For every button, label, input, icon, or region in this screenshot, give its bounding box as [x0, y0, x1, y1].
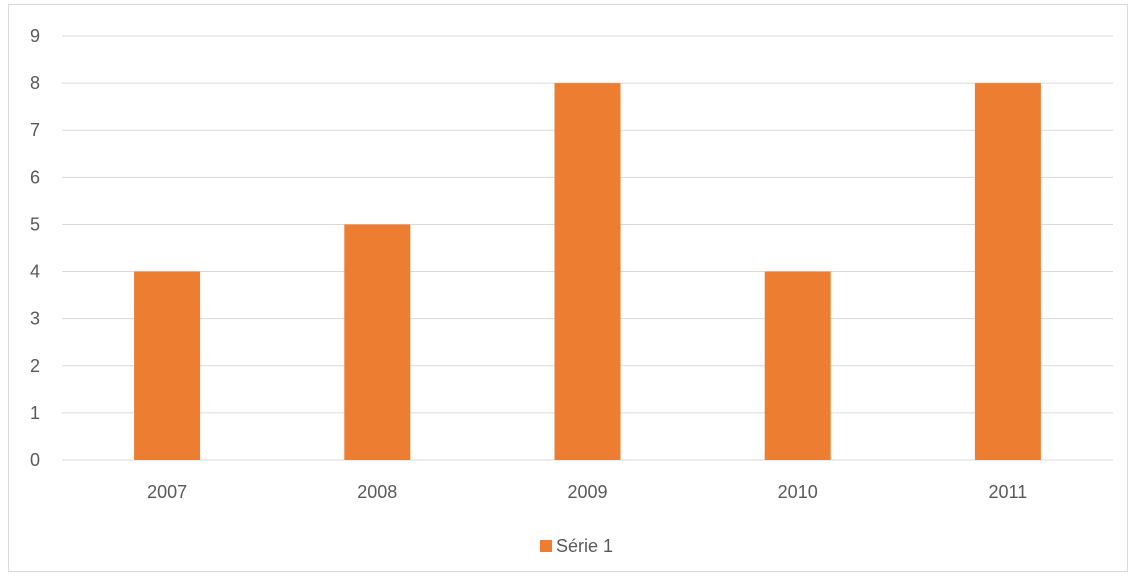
- bar-2008: [344, 224, 411, 460]
- y-tick-label: 0: [30, 450, 40, 470]
- y-tick-label: 1: [30, 403, 40, 423]
- legend-label-serie-1: Série 1: [556, 536, 613, 556]
- x-tick-label-2010: 2010: [778, 482, 818, 502]
- bar-2007: [134, 271, 201, 460]
- y-axis-ticks: 0 1 2 3 4 5 6 7 8 9: [30, 26, 40, 470]
- legend: Série 1: [540, 536, 613, 556]
- y-tick-label: 2: [30, 356, 40, 376]
- x-tick-label-2008: 2008: [357, 482, 397, 502]
- y-tick-label: 5: [30, 214, 40, 234]
- y-tick-label: 3: [30, 309, 40, 329]
- y-tick-label: 6: [30, 167, 40, 187]
- y-tick-label: 4: [30, 262, 40, 282]
- x-axis-ticks: 2007 2008 2009 2010 2011: [147, 482, 1027, 502]
- legend-swatch-serie-1: [540, 540, 552, 552]
- bars: [134, 83, 1041, 460]
- y-tick-label: 7: [30, 120, 40, 140]
- x-tick-label-2009: 2009: [567, 482, 607, 502]
- bar-2011: [974, 83, 1041, 460]
- y-tick-label: 8: [30, 73, 40, 93]
- x-tick-label-2007: 2007: [147, 482, 187, 502]
- x-tick-label-2011: 2011: [989, 482, 1028, 502]
- bar-2010: [764, 271, 831, 460]
- bar-2009: [554, 83, 621, 460]
- y-tick-label: 9: [30, 26, 40, 46]
